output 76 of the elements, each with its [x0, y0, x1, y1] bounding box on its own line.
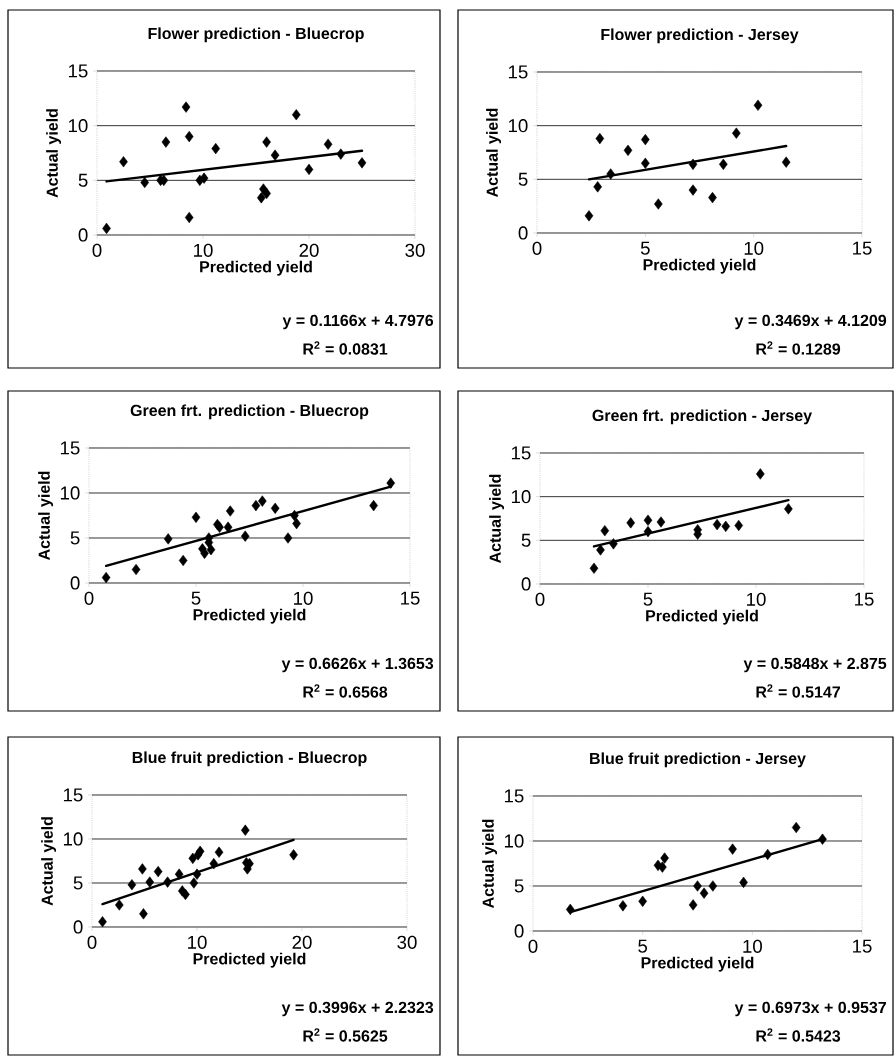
x-tick-label: 5	[638, 939, 648, 953]
text: R$^{2}$ = 0.5423	[756, 1028, 841, 1042]
x-tick-label: 15	[853, 939, 872, 953]
y-tick-label: 15	[504, 789, 524, 803]
x-tick-label: 0	[87, 935, 97, 949]
x-tick-label: 20	[299, 243, 319, 257]
x-tick-label: 20	[292, 935, 312, 949]
y-axis-title: Actual yield	[38, 471, 54, 560]
text: y = 0.6973x + 0.9537	[734, 1001, 886, 1017]
y-tick-label: 0	[521, 577, 531, 591]
chart-title: Green frt. prediction - Bluecrop	[130, 404, 369, 420]
y-tick-label: 15	[63, 788, 83, 802]
y-tick-label: 10	[511, 490, 531, 504]
x-tick-label: 10	[294, 591, 313, 605]
chart-title: Flower prediction - Bluecrop	[148, 27, 364, 43]
x-tick-label: 10	[188, 935, 207, 949]
x-axis-title: Predicted yield	[643, 258, 756, 274]
y-tick-label: 10	[60, 486, 80, 500]
x-tick-label: 10	[743, 939, 762, 953]
x-tick-label: 5	[191, 591, 201, 605]
y-axis-title: Actual yield	[46, 109, 62, 198]
x-tick-label: 0	[535, 592, 545, 606]
y-tick-label: 10	[508, 119, 528, 133]
y-tick-label: 0	[518, 226, 528, 240]
chart-title: Blue fruit prediction - Jersey	[590, 752, 806, 768]
text: R$^{2}$ = 0.0831	[303, 341, 388, 355]
x-tick-label: 10	[747, 592, 766, 606]
y-tick-label: 15	[511, 446, 531, 460]
x-axis-title: Predicted yield	[646, 609, 758, 625]
text: y = 0.3996x + 2.2323	[281, 1001, 434, 1017]
y-tick-label: 5	[518, 172, 528, 186]
text: R$^{2}$ = 0.5147	[756, 684, 841, 698]
x-tick-label: 5	[643, 592, 653, 606]
x-tick-label: 10	[744, 241, 764, 255]
y-tick-label: 10	[68, 119, 88, 133]
x-axis-title: Predicted yield	[641, 956, 754, 972]
x-tick-label: 5	[640, 241, 650, 255]
x-axis-title: Predicted yield	[193, 608, 306, 624]
y-tick-label: 0	[514, 924, 524, 938]
text: R$^{2}$ = 0.6568	[303, 684, 388, 698]
x-tick-label: 15	[853, 241, 872, 255]
x-tick-label: 10	[194, 243, 213, 257]
chart-title: Green frt. prediction - Jersey	[592, 409, 812, 425]
y-tick-label: 5	[78, 173, 88, 187]
text: y = 0.1166x + 4.7976	[282, 314, 434, 330]
y-tick-label: 15	[508, 65, 528, 79]
y-tick-label: 15	[60, 441, 80, 455]
x-tick-label: 0	[92, 243, 102, 257]
x-axis-title: Predicted yield	[200, 260, 312, 276]
y-tick-label: 5	[521, 533, 531, 547]
text: R$^{2}$ = 0.1289	[756, 341, 841, 355]
x-tick-label: 15	[855, 592, 874, 606]
x-tick-label: 15	[401, 591, 420, 605]
text: y = 0.3469x + 4.1209	[734, 314, 887, 330]
x-tick-label: 0	[532, 241, 542, 255]
y-axis-title: Actual yield	[486, 108, 502, 197]
chart-title: Blue fruit prediction - Bluecrop	[132, 751, 367, 767]
y-tick-label: 0	[78, 228, 88, 242]
text: y = 0.5848x + 2.875	[743, 657, 887, 673]
text: y = 0.6626x + 1.3653	[281, 657, 434, 673]
x-tick-label: 30	[405, 243, 425, 257]
y-tick-label: 5	[73, 876, 83, 890]
y-tick-label: 5	[70, 531, 80, 545]
x-tick-label: 30	[397, 935, 417, 949]
chart-title: Flower prediction - Jersey	[601, 28, 799, 44]
y-axis-title: Actual yield	[41, 817, 57, 906]
y-tick-label: 10	[504, 834, 524, 848]
y-tick-label: 0	[70, 576, 80, 590]
y-tick-label: 10	[63, 832, 83, 846]
text: R$^{2}$ = 0.5625	[303, 1028, 388, 1042]
x-axis-title: Predicted yield	[193, 952, 306, 968]
y-tick-label: 0	[73, 920, 83, 934]
y-tick-label: 15	[68, 64, 88, 78]
y-axis-title: Actual yield	[482, 819, 498, 908]
y-axis-title: Actual yield	[489, 474, 505, 563]
y-tick-label: 5	[514, 879, 524, 893]
